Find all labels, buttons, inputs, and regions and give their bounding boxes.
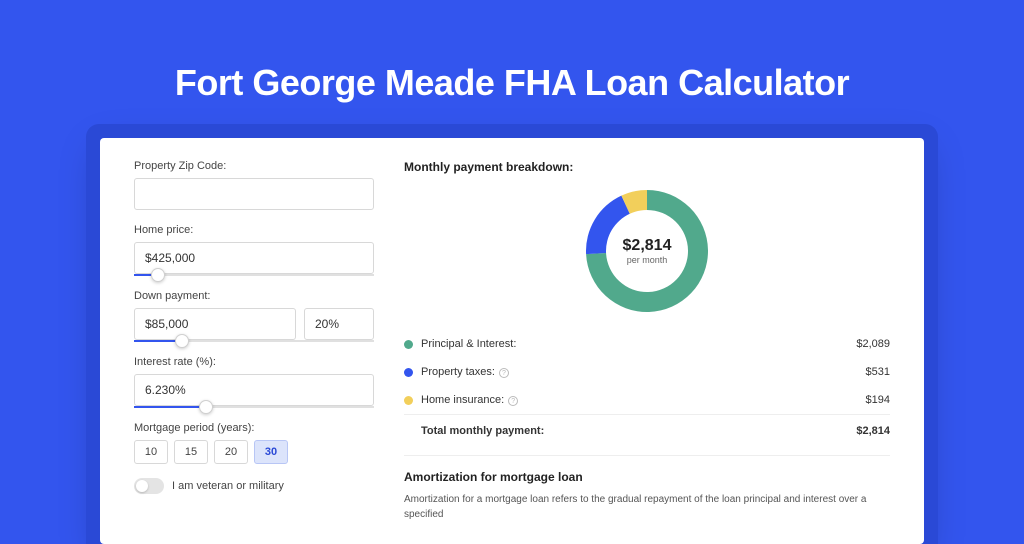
total-value: $2,814 bbox=[856, 425, 890, 437]
period-option-10[interactable]: 10 bbox=[134, 440, 168, 464]
inputs-column: Property Zip Code: Home price: Down paym… bbox=[134, 160, 374, 522]
legend-row: Property taxes:?$531 bbox=[404, 358, 890, 386]
legend-label: Property taxes:? bbox=[421, 366, 866, 378]
legend-dot bbox=[404, 396, 413, 405]
veteran-label: I am veteran or military bbox=[172, 480, 284, 492]
info-icon[interactable]: ? bbox=[499, 368, 509, 378]
legend-label: Principal & Interest: bbox=[421, 338, 856, 350]
breakdown-column: Monthly payment breakdown: $2,814 per mo… bbox=[404, 160, 890, 522]
interest-rate-slider[interactable] bbox=[134, 406, 374, 408]
legend-dot bbox=[404, 340, 413, 349]
down-payment-input[interactable] bbox=[134, 308, 296, 340]
legend-value: $2,089 bbox=[856, 338, 890, 350]
down-payment-label: Down payment: bbox=[134, 290, 374, 302]
zip-input[interactable] bbox=[134, 178, 374, 210]
period-option-20[interactable]: 20 bbox=[214, 440, 248, 464]
amortization-title: Amortization for mortgage loan bbox=[404, 470, 890, 484]
mortgage-period-label: Mortgage period (years): bbox=[134, 422, 374, 434]
home-price-input[interactable] bbox=[134, 242, 374, 274]
home-price-slider[interactable] bbox=[134, 274, 374, 276]
info-icon[interactable]: ? bbox=[508, 396, 518, 406]
donut-amount: $2,814 bbox=[623, 237, 672, 255]
legend-dot bbox=[404, 368, 413, 377]
legend-label: Home insurance:? bbox=[421, 394, 866, 406]
home-price-field: Home price: bbox=[134, 224, 374, 276]
legend-row: Home insurance:?$194 bbox=[404, 386, 890, 414]
zip-label: Property Zip Code: bbox=[134, 160, 374, 172]
interest-rate-field: Interest rate (%): bbox=[134, 356, 374, 408]
legend-total-row: Total monthly payment:$2,814 bbox=[404, 414, 890, 445]
home-price-label: Home price: bbox=[134, 224, 374, 236]
period-option-15[interactable]: 15 bbox=[174, 440, 208, 464]
slider-thumb[interactable] bbox=[151, 268, 165, 282]
interest-rate-label: Interest rate (%): bbox=[134, 356, 374, 368]
period-option-30[interactable]: 30 bbox=[254, 440, 288, 464]
veteran-toggle[interactable] bbox=[134, 478, 164, 494]
slider-thumb[interactable] bbox=[175, 334, 189, 348]
donut-sub: per month bbox=[627, 255, 668, 265]
legend-value: $194 bbox=[866, 394, 890, 406]
veteran-row: I am veteran or military bbox=[134, 478, 374, 494]
slider-thumb[interactable] bbox=[199, 400, 213, 414]
down-payment-field: Down payment: bbox=[134, 290, 374, 342]
amortization-text: Amortization for a mortgage loan refers … bbox=[404, 492, 890, 522]
down-payment-pct-input[interactable] bbox=[304, 308, 374, 340]
breakdown-legend: Principal & Interest:$2,089Property taxe… bbox=[404, 330, 890, 445]
donut-chart: $2,814 per month bbox=[404, 184, 890, 326]
legend-value: $531 bbox=[866, 366, 890, 378]
calculator-card: Property Zip Code: Home price: Down paym… bbox=[100, 138, 924, 544]
breakdown-title: Monthly payment breakdown: bbox=[404, 160, 890, 174]
down-payment-slider[interactable] bbox=[134, 340, 374, 342]
legend-row: Principal & Interest:$2,089 bbox=[404, 330, 890, 358]
mortgage-period-field: Mortgage period (years): 10152030 bbox=[134, 422, 374, 464]
page-title: Fort George Meade FHA Loan Calculator bbox=[0, 62, 1024, 104]
total-label: Total monthly payment: bbox=[421, 425, 856, 437]
zip-field: Property Zip Code: bbox=[134, 160, 374, 210]
interest-rate-input[interactable] bbox=[134, 374, 374, 406]
